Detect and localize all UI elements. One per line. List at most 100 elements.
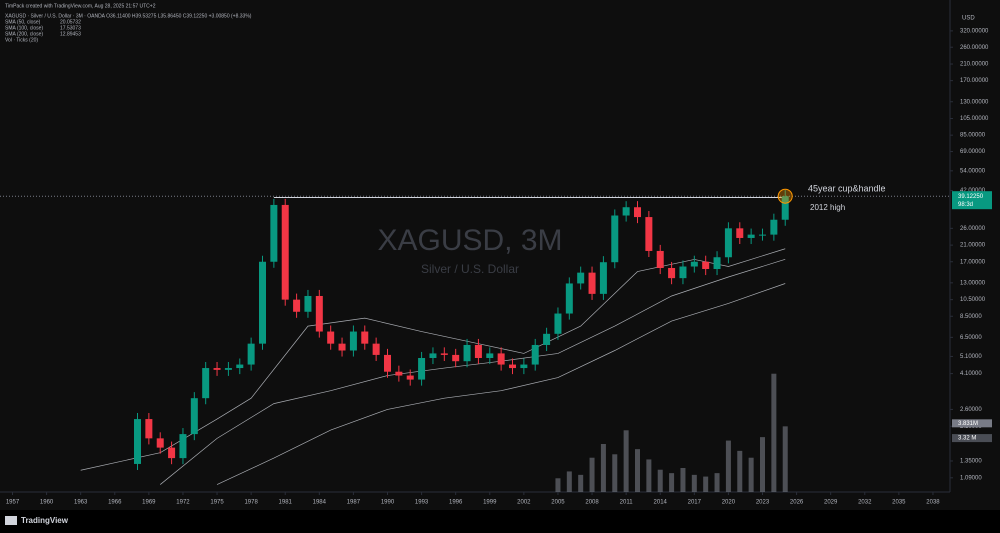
- candle-body: [349, 331, 357, 351]
- candle-body: [202, 368, 210, 399]
- candle-body: [634, 207, 641, 218]
- countdown: 98:3d: [958, 202, 973, 208]
- candle-body: [156, 438, 164, 448]
- x-tick-label: 1969: [142, 500, 156, 506]
- y-tick-label: 320.00000: [960, 28, 989, 34]
- candle-body: [315, 295, 323, 332]
- candle-body: [213, 368, 221, 370]
- candle-body: [747, 234, 755, 238]
- y-tick-label: 69.00000: [960, 149, 986, 155]
- volume-bar: [612, 454, 618, 492]
- volume-tag-label: 3.831M: [958, 421, 978, 427]
- volume-bar: [555, 478, 561, 492]
- x-tick-label: 2005: [551, 500, 565, 506]
- candle-body: [429, 353, 437, 358]
- x-tick-label: 2014: [654, 500, 668, 506]
- volume-bar: [623, 430, 629, 492]
- volume-bar: [646, 459, 652, 492]
- candle-body: [599, 262, 607, 294]
- moving-average: [160, 258, 786, 485]
- candle-body: [134, 419, 141, 464]
- candle-body: [418, 357, 426, 380]
- candle-body: [736, 228, 744, 238]
- volume-bar: [737, 450, 743, 492]
- candle-body: [168, 447, 176, 459]
- candle-body: [543, 333, 551, 345]
- y-tick-label: 130.00000: [960, 99, 989, 105]
- candle-body: [304, 295, 312, 312]
- legend-name: SMA (200, close): [5, 31, 43, 37]
- legend-value: 20.05732: [60, 19, 81, 25]
- watermark-subtitle: Silver / U.S. Dollar: [421, 262, 519, 276]
- candle-body: [520, 364, 528, 369]
- volume-tag: [952, 419, 992, 428]
- candle-body: [565, 283, 573, 314]
- y-tick-label: 8.50000: [960, 314, 982, 320]
- candle-body: [713, 257, 721, 270]
- y-tick-label: 10.50000: [960, 297, 986, 303]
- legend-name: Vol · Ticks (20): [5, 37, 38, 43]
- x-tick-label: 1972: [176, 500, 190, 506]
- candle-body: [690, 261, 698, 267]
- y-tick-label: 5.10000: [960, 354, 982, 360]
- x-tick-label: 1993: [415, 500, 429, 506]
- candle-body: [497, 353, 505, 365]
- candle-body: [577, 272, 585, 284]
- volume-bar: [725, 440, 731, 492]
- candle-body: [781, 196, 789, 220]
- y-tick-label: 26.00000: [960, 226, 986, 232]
- legend-value: 12.89453: [60, 31, 81, 37]
- volume-bar: [657, 469, 663, 492]
- y-tick-label: 6.50000: [960, 335, 982, 341]
- candle-body: [622, 207, 630, 216]
- y-tick-label: 105.00000: [960, 116, 989, 122]
- price-tag-label: 39.12250: [958, 194, 984, 200]
- x-tick-label: 2002: [517, 500, 531, 506]
- volume-bar: [703, 476, 709, 492]
- candle-body: [668, 268, 676, 279]
- x-tick-label: 1984: [313, 500, 327, 506]
- annotation: 45year cup&handle: [808, 183, 886, 193]
- y-tick-label: 1.09000: [960, 475, 982, 481]
- legend-name: SMA (100, close): [5, 25, 43, 31]
- candle-body: [395, 371, 403, 376]
- candle-body: [270, 204, 278, 262]
- symbol-line: XAGUSD · Silver / U.S. Dollar · 3M · OAN…: [5, 13, 252, 19]
- x-tick-label: 2026: [790, 500, 804, 506]
- x-tick-label: 1981: [279, 500, 293, 506]
- moving-average: [80, 248, 786, 471]
- candle-body: [463, 344, 471, 362]
- y-tick-label: 210.00000: [960, 62, 989, 68]
- volume-bar: [760, 437, 765, 492]
- candle-body: [770, 219, 778, 235]
- volume-bar: [782, 426, 788, 492]
- x-tick-label: 2020: [722, 500, 736, 506]
- candle-body: [588, 272, 596, 294]
- x-tick-label: 2035: [892, 500, 906, 506]
- candle-body: [384, 354, 391, 372]
- candle-body: [656, 250, 664, 269]
- candle-body: [452, 354, 460, 362]
- candle-body: [679, 266, 687, 279]
- volume-bar: [748, 457, 754, 492]
- volume-bar: [771, 373, 777, 492]
- legend-value: 17.53073: [60, 25, 81, 31]
- candle-body: [281, 204, 289, 300]
- candle-body: [338, 343, 346, 351]
- x-tick-label: 2017: [688, 500, 702, 506]
- candle-body: [509, 364, 516, 369]
- x-tick-label: 1963: [74, 500, 88, 506]
- x-tick-label: 1966: [108, 500, 122, 506]
- x-tick-label: 2008: [585, 500, 599, 506]
- x-tick-label: 2029: [824, 500, 838, 506]
- watermark-title: XAGUSD, 3M: [377, 224, 562, 257]
- brand: TradingView: [21, 516, 69, 525]
- candle-body: [190, 398, 198, 435]
- candle-body: [440, 353, 448, 355]
- logo: [5, 516, 17, 525]
- candle-body: [531, 344, 539, 365]
- candle-body: [759, 234, 766, 236]
- y-tick-label: 260.00000: [960, 45, 989, 51]
- annotation: 2012 high: [810, 203, 845, 212]
